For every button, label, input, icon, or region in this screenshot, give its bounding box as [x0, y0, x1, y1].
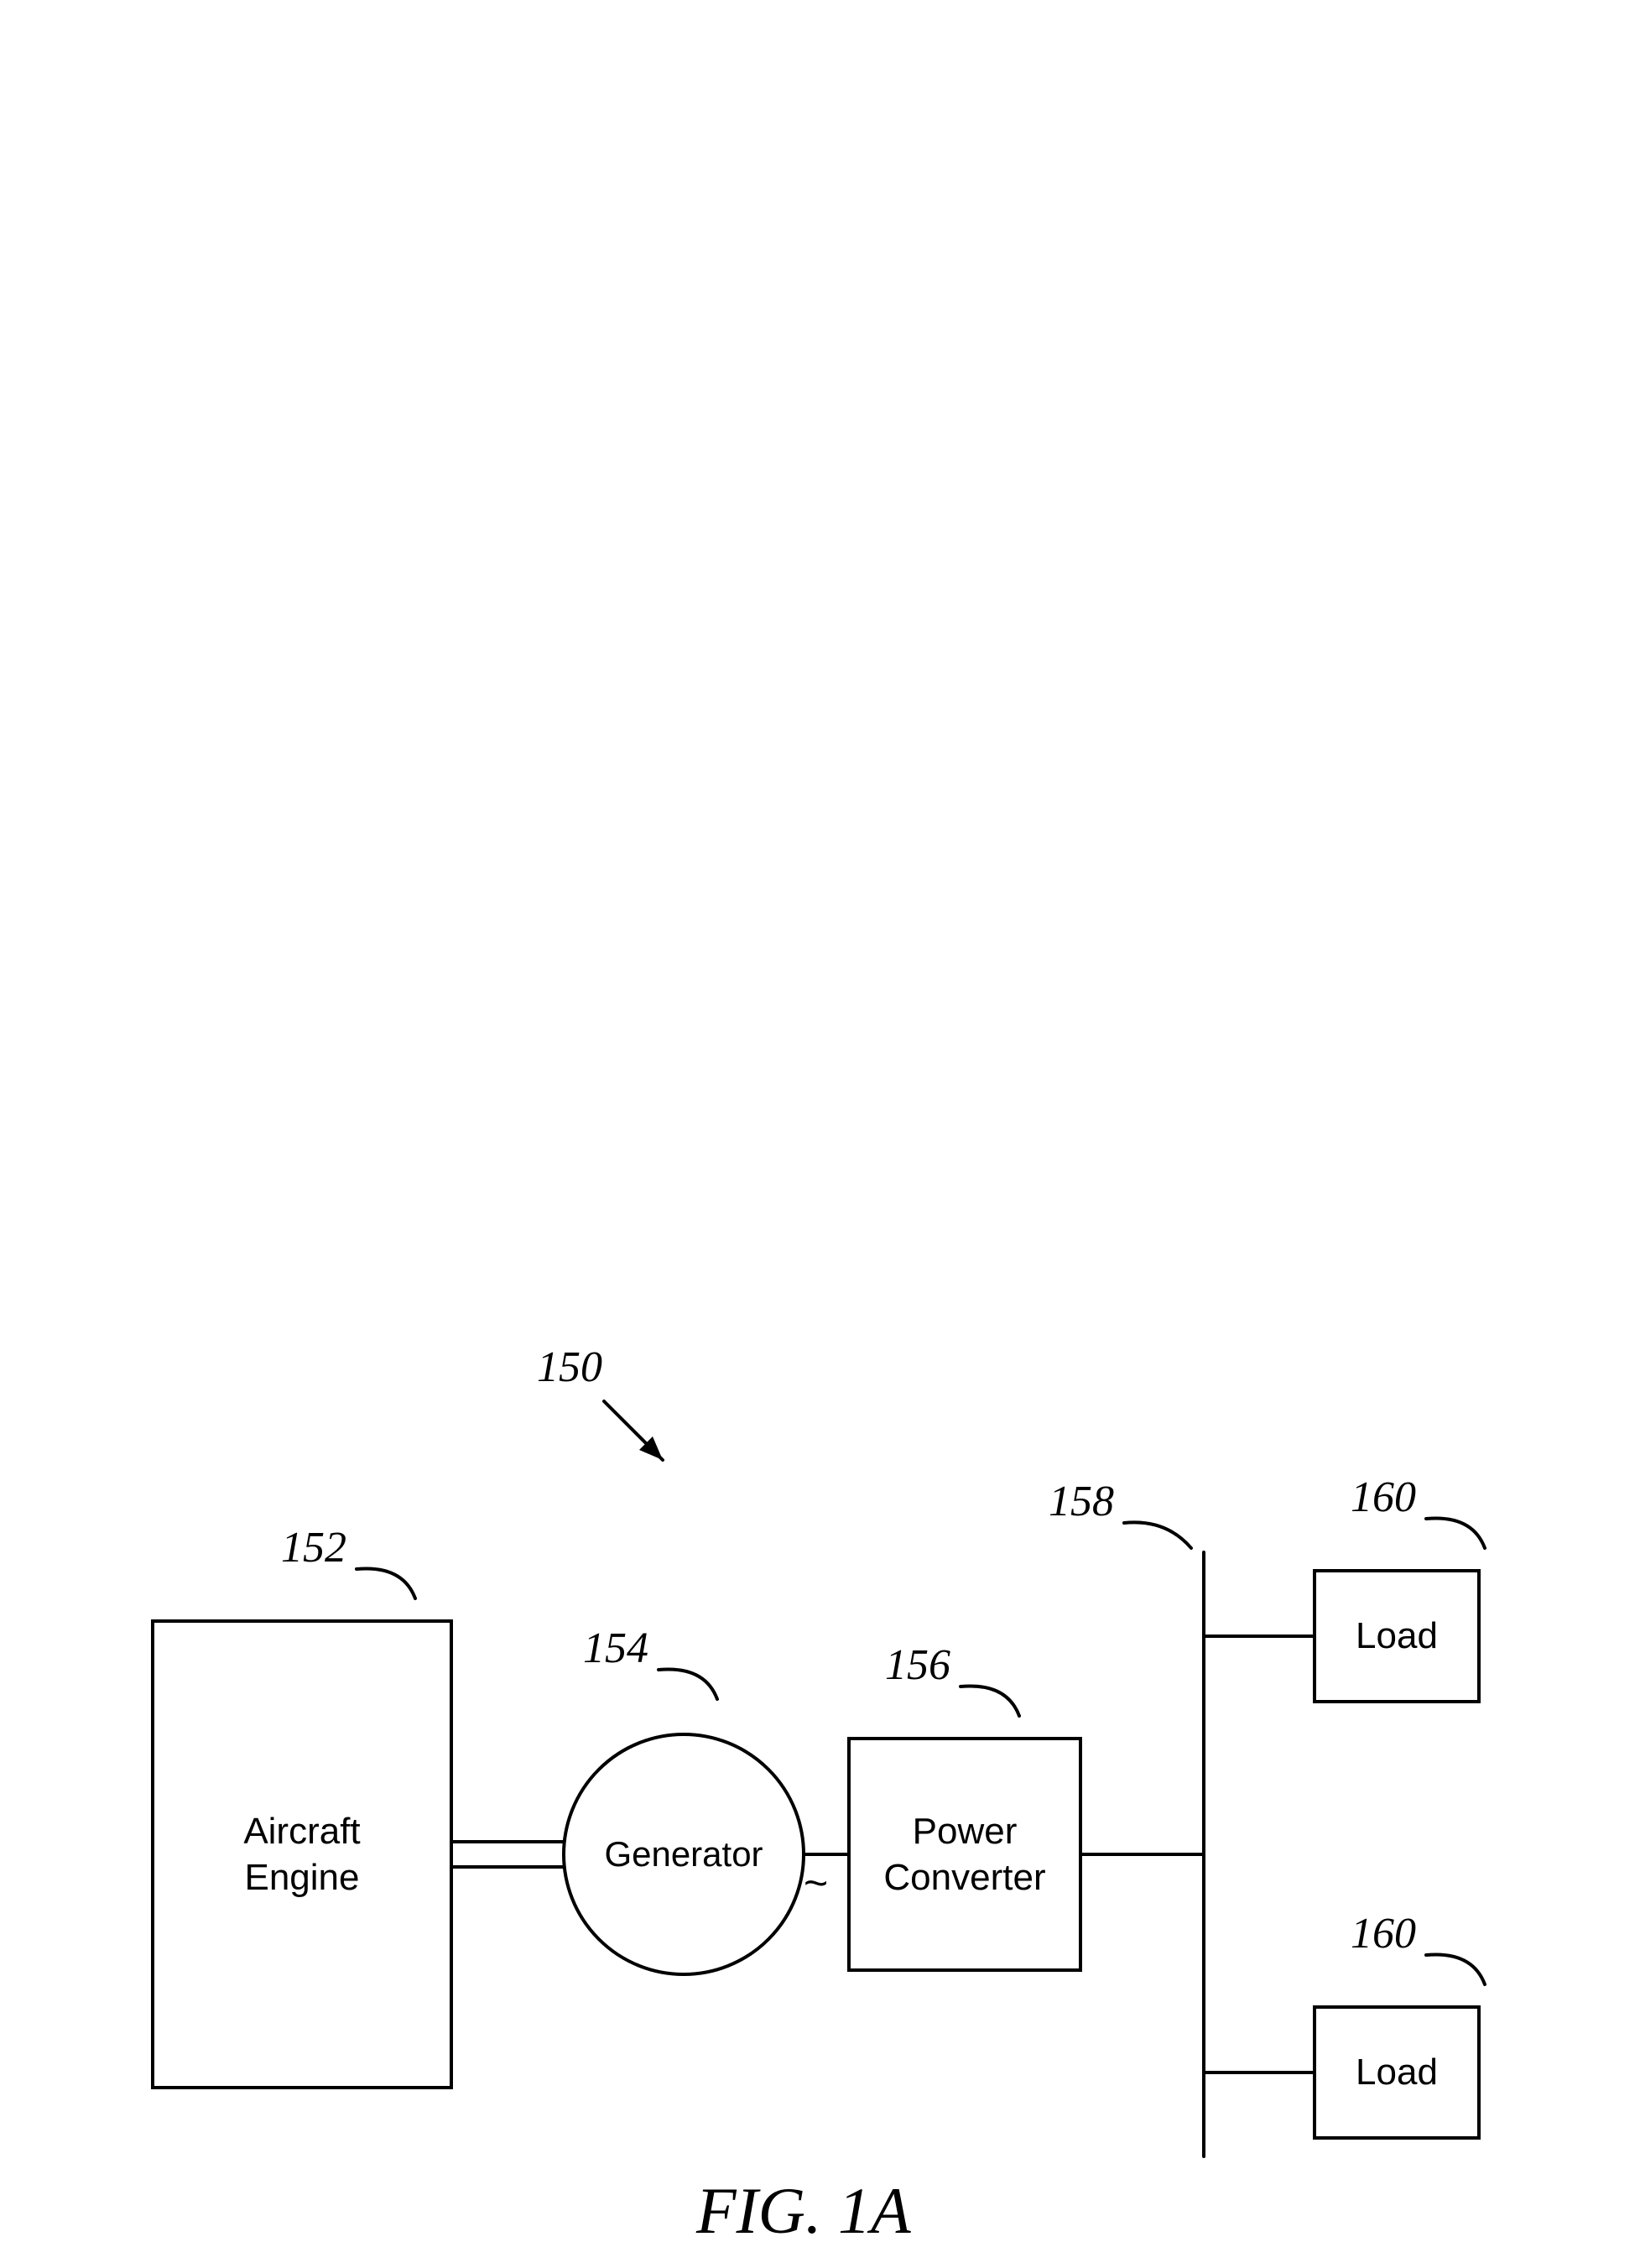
aircraft-engine-block: Aircraft Engine [151, 1619, 453, 2089]
ref-154: 154 [583, 1624, 648, 1673]
ref-156: 156 [885, 1640, 950, 1690]
ac-symbol: ~ [804, 1859, 828, 1907]
ref-160-top: 160 [1351, 1473, 1416, 1522]
power-converter-block: Power Converter [847, 1737, 1082, 1972]
power-converter-label-1: Power [883, 1808, 1045, 1854]
load-bottom-block: Load [1313, 2005, 1481, 2140]
aircraft-engine-label-1: Aircraft [243, 1808, 360, 1854]
ref-160-bottom: 160 [1351, 1909, 1416, 1958]
ref-150: 150 [537, 1343, 602, 1392]
load-bottom-label: Load [1356, 2052, 1438, 2093]
load-top-label: Load [1356, 1615, 1438, 1657]
power-converter-label-2: Converter [883, 1854, 1045, 1900]
figure-caption: FIG. 1A [696, 2173, 911, 2249]
ref-158: 158 [1049, 1477, 1114, 1526]
generator-label: Generator [604, 1834, 763, 1874]
ref-152: 152 [281, 1523, 346, 1572]
diagram-stage: Aircraft Engine Generator ~ Power Conver… [0, 0, 1640, 2268]
generator-block: Generator [562, 1733, 805, 1976]
load-top-block: Load [1313, 1569, 1481, 1703]
aircraft-engine-label-2: Engine [243, 1854, 360, 1900]
